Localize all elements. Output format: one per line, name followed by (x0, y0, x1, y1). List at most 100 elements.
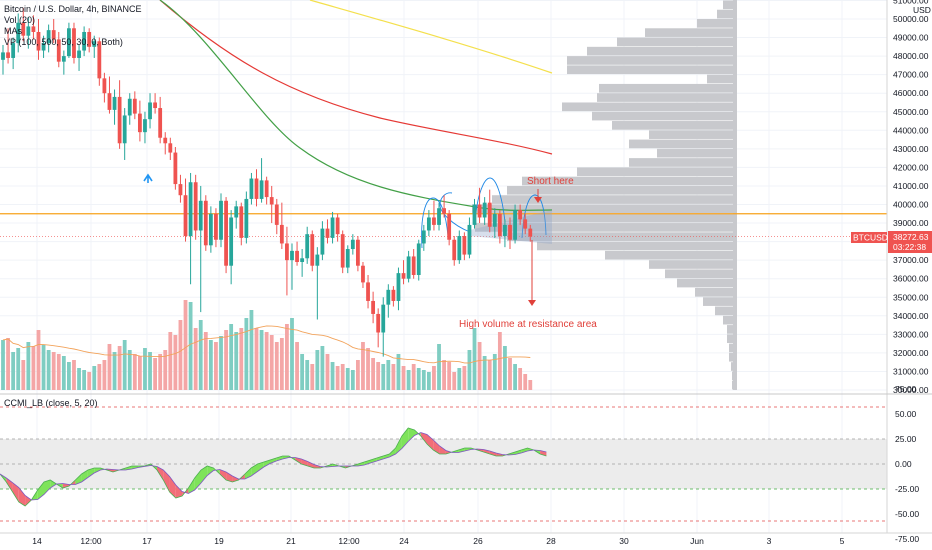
osc-tick-label: 50.00 (895, 409, 917, 419)
candle-body (528, 228, 533, 237)
volume-bar (472, 328, 477, 390)
volume-bar (122, 340, 127, 390)
volume-bar (107, 344, 112, 390)
volume-bar (203, 332, 208, 390)
time-tick-label: 28 (546, 536, 556, 546)
volume-bar (97, 364, 102, 390)
volume-bar (41, 345, 46, 390)
time-tick-label: 17 (142, 536, 152, 546)
candle-body (350, 239, 355, 250)
volume-bar (163, 350, 168, 390)
candle-body (482, 202, 487, 218)
volume-bar (457, 368, 462, 390)
volume-ma-line (2, 325, 531, 364)
profile-row (665, 269, 737, 279)
short-here-annotation[interactable]: Short here (527, 176, 574, 187)
price-axis[interactable]: USD (886, 0, 932, 550)
volume-bar (208, 340, 213, 390)
ccmi-segment (219, 469, 227, 480)
candle-body (487, 202, 492, 227)
volume-bar (396, 354, 401, 390)
volume-bar (137, 356, 142, 390)
candle-body (523, 219, 528, 229)
candle-body (391, 289, 396, 301)
volume-bar (371, 358, 376, 390)
ccmi-segment (44, 480, 51, 495)
candle-body (396, 273, 401, 301)
volume-bar (51, 352, 56, 390)
high-volume-annotation[interactable]: High volume at resistance area (459, 319, 597, 330)
candle-body (77, 50, 81, 58)
osc-tick-label: 25.00 (895, 434, 917, 444)
time-tick-label: 14 (32, 536, 42, 546)
candle-body (158, 108, 163, 138)
volume-bar (325, 354, 330, 390)
osc-tick-label: 75.00 (895, 384, 917, 394)
volume-bar (249, 310, 254, 390)
candle-body (61, 56, 66, 62)
volume-bar (482, 356, 487, 390)
volume-bar (67, 362, 71, 390)
profile-row (695, 287, 737, 297)
candle-body (518, 210, 523, 220)
volume-bar (518, 368, 523, 390)
candle-body (219, 200, 223, 240)
arrow-short-head-icon (534, 197, 542, 203)
time-tick-label: 19 (214, 536, 224, 546)
candle-body (254, 178, 259, 199)
symbol-legend[interactable]: Bitcoin / U.S. Dollar, 4h, BINANCE (4, 4, 142, 14)
candle-body (366, 282, 370, 301)
profile-row (605, 250, 737, 260)
volume-bar (61, 356, 66, 390)
candle-body (274, 204, 279, 225)
ccmi-segment (257, 462, 264, 472)
profile-row (717, 9, 737, 19)
volume-bar (361, 342, 365, 390)
candle-body (67, 28, 71, 57)
last-price-value: 38272.63 (893, 232, 929, 242)
ccmi-segment (420, 432, 427, 444)
volume-bar (356, 360, 360, 390)
candle-body (41, 43, 46, 51)
candle-body (188, 182, 193, 237)
volume-bar (92, 366, 97, 390)
volume-bar (523, 374, 528, 390)
volume-bar (229, 324, 234, 390)
candlesticks (1, 7, 533, 357)
volume-bar (497, 332, 502, 390)
ccmi-legend[interactable]: CCMI_LB (close, 5, 20) (4, 398, 98, 408)
hs-right-shoulder (521, 194, 547, 239)
candle-body (269, 197, 274, 205)
candle-body (381, 304, 386, 333)
candle-body (325, 228, 330, 238)
candle-body (290, 250, 294, 261)
candle-body (239, 206, 244, 238)
ccmi-segment (401, 428, 409, 449)
candle-body (513, 210, 517, 240)
candle-body (122, 115, 127, 144)
vp-legend[interactable]: VP (100, 500, 50, 30, 0, Both) (4, 37, 123, 47)
volume-legend[interactable]: Vol (20) (4, 15, 36, 25)
time-tick-label: 21 (286, 536, 296, 546)
candle-body (472, 204, 477, 225)
candle-body (56, 39, 61, 62)
ma-legend[interactable]: MAs (4, 26, 22, 36)
ccmi-segment (433, 440, 440, 454)
profile-row (707, 74, 737, 84)
price-tick-label: 32000.00 (893, 348, 929, 358)
candle-body (46, 30, 51, 44)
candle-body (462, 236, 467, 255)
time-axis[interactable]: 14 12:00 17 19 21 12:00 24 26 28 30 Jun 3 5 (0, 532, 932, 546)
hs-curve (439, 192, 471, 233)
volume-bar (77, 368, 81, 390)
volume-bar (148, 352, 152, 390)
candle-body (178, 184, 183, 196)
candle-body (264, 180, 269, 198)
ccmi-segment (194, 470, 201, 490)
profile-row (587, 46, 737, 56)
volume-bar (259, 330, 264, 390)
ccmi-segment (12, 482, 19, 502)
volume-bar (264, 332, 269, 390)
candle-body (224, 200, 228, 266)
